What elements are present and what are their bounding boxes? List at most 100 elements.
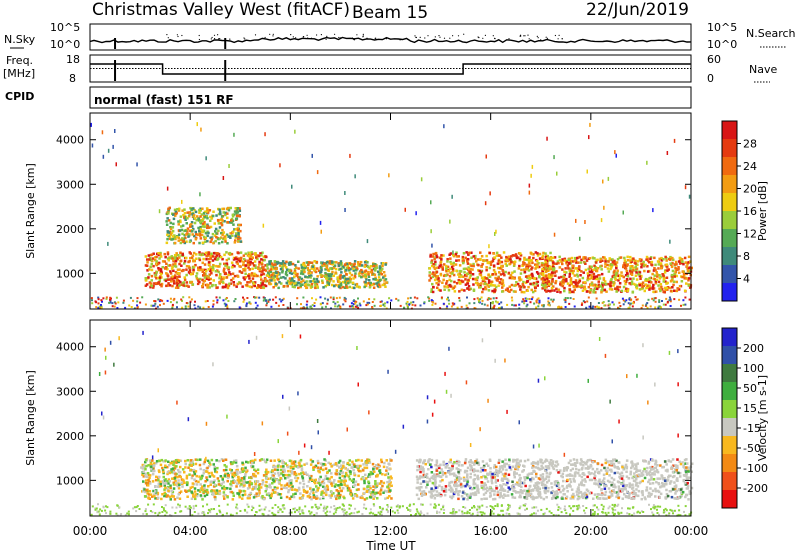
echo-cell	[409, 503, 412, 506]
echo-cell	[116, 307, 119, 309]
echo-cell	[573, 505, 576, 508]
echo-cell	[250, 285, 253, 289]
echo-cell	[446, 298, 448, 301]
echo-cell	[471, 514, 474, 517]
nsearch-point	[385, 38, 387, 40]
echo-cell	[286, 464, 289, 467]
echo-cell	[590, 270, 594, 274]
echo-cell	[298, 276, 302, 279]
echo-cell	[297, 267, 300, 270]
echo-cell	[376, 278, 379, 282]
echo-cell	[498, 302, 501, 305]
echo-cell	[337, 490, 340, 493]
echo-cell	[534, 277, 538, 280]
echo-cell	[358, 264, 361, 267]
echo-cell	[370, 283, 374, 287]
echo-cell	[536, 284, 539, 287]
echo-cell	[554, 279, 558, 283]
echo-cell	[649, 257, 652, 260]
echo-cell	[268, 260, 271, 263]
echo-cell	[270, 265, 273, 268]
echo-cell	[666, 266, 669, 269]
echo-cell	[615, 153, 617, 158]
echo-cell	[442, 302, 445, 305]
echo-cell	[489, 261, 492, 265]
echo-cell	[328, 469, 331, 472]
echo-cell	[448, 284, 451, 287]
echo-cell	[458, 264, 462, 267]
echo-cell	[506, 508, 509, 511]
colorbar-tick-label: 4	[743, 273, 750, 286]
echo-cell	[436, 286, 439, 289]
echo-cell	[658, 513, 660, 516]
echo-cell	[184, 462, 187, 466]
echo-cell	[369, 265, 373, 268]
echo-cell	[607, 300, 610, 303]
echo-cell	[258, 459, 262, 462]
echo-cell	[341, 487, 345, 490]
echo-cell	[251, 277, 255, 280]
echo-cell	[158, 511, 161, 514]
echo-cell	[237, 478, 241, 481]
echo-cell	[399, 304, 402, 307]
echo-cell	[673, 298, 676, 301]
echo-cell	[270, 492, 274, 495]
echo-cell	[205, 493, 209, 496]
echo-cell	[353, 463, 356, 466]
echo-cell	[178, 229, 182, 232]
echo-cell	[300, 467, 304, 470]
echo-cell	[359, 464, 362, 468]
echo-cell	[358, 271, 362, 275]
echo-cell	[226, 285, 230, 288]
echo-cell	[211, 259, 215, 262]
echo-cell	[549, 290, 552, 293]
echo-cell	[154, 478, 158, 482]
echo-cell	[466, 272, 470, 275]
echo-cell	[542, 276, 545, 280]
echo-cell	[171, 257, 174, 260]
echo-cell	[203, 220, 206, 224]
echo-cell	[632, 302, 635, 305]
echo-cell	[302, 279, 305, 282]
echo-cell	[205, 255, 208, 258]
echo-cell	[597, 280, 600, 283]
echo-cell	[547, 273, 551, 276]
echo-cell	[207, 268, 210, 271]
echo-cell	[333, 284, 336, 288]
echo-cell	[293, 275, 296, 278]
echo-cell	[147, 464, 150, 467]
echo-cell	[270, 273, 274, 277]
echo-cell	[198, 277, 202, 281]
echo-cell	[588, 305, 591, 308]
echo-cell	[234, 207, 237, 210]
echo-cell	[223, 253, 226, 257]
echo-cell	[234, 298, 237, 300]
echo-cell	[230, 490, 233, 494]
echo-cell	[243, 478, 246, 481]
echo-cell	[387, 476, 390, 479]
echo-cell	[148, 476, 151, 480]
echo-cell	[525, 263, 528, 267]
echo-cell	[646, 302, 649, 305]
echo-cell	[144, 482, 148, 485]
echo-cell	[219, 484, 223, 487]
echo-cell	[216, 466, 219, 470]
echo-cell	[614, 504, 617, 507]
echo-cell	[432, 252, 435, 256]
echo-cell	[642, 264, 645, 267]
echo-cell	[321, 464, 324, 467]
echo-cell	[555, 287, 558, 291]
echo-cell	[232, 283, 236, 287]
echo-cell	[537, 302, 540, 305]
echo-cell	[172, 222, 175, 226]
echo-cell	[253, 468, 256, 471]
echo-cell	[627, 302, 630, 305]
echo-cell	[604, 282, 608, 286]
echo-cell	[188, 240, 192, 244]
echo-cell	[353, 286, 356, 290]
echo-cell	[670, 278, 674, 282]
echo-cell	[359, 496, 362, 499]
echo-cell	[595, 269, 599, 273]
echo-cell	[210, 489, 213, 493]
echo-cell	[653, 256, 656, 260]
